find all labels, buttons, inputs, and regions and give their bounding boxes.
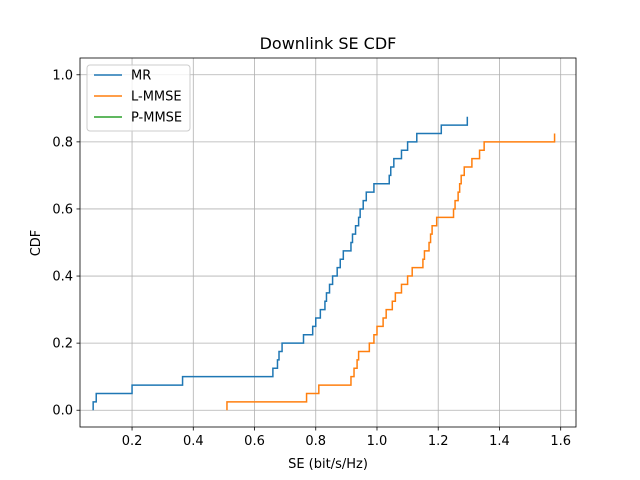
legend-label-l-mmse: L-MMSE	[131, 90, 182, 105]
x-tick-label: 1.0	[367, 434, 388, 449]
axes: 0.2 0.4 0.6 0.8 1.0 1.2 1.4 1.6 0.0 0.2 0.4 0.6 0.8 1…	[52, 57, 577, 449]
legend-label-p-mmse: P-MMSE	[131, 111, 182, 126]
x-axis-label: SE (bit/s/Hz)	[288, 457, 368, 472]
chart-title: Downlink SE CDF	[260, 34, 397, 53]
y-tick-label: 0.6	[52, 202, 73, 217]
x-tick-label: 0.2	[122, 434, 143, 449]
y-tick-label: 0.2	[52, 337, 73, 352]
legend-box	[86, 64, 191, 132]
y-tick-label: 1.0	[52, 68, 73, 83]
series-group	[92, 116, 556, 411]
y-tick-label: 0.4	[52, 270, 73, 285]
y-tick-label: 0.0	[52, 404, 73, 419]
y-tick-label: 0.8	[52, 135, 73, 150]
y-axis-label: CDF	[29, 230, 44, 257]
x-tick-label: 1.4	[489, 434, 510, 449]
x-tick-label: 1.2	[428, 434, 449, 449]
legend: MR L-MMSE P-MMSE	[86, 64, 191, 132]
x-tick-label: 1.6	[550, 434, 571, 449]
x-tick-label: 0.6	[244, 434, 265, 449]
plot-frame	[79, 57, 577, 428]
legend-label-mr: MR	[131, 69, 151, 84]
series-line-mr	[92, 116, 469, 411]
series-line-l-mmse	[226, 133, 556, 411]
x-tick-label: 0.8	[305, 434, 326, 449]
x-tick-label: 0.4	[183, 434, 204, 449]
